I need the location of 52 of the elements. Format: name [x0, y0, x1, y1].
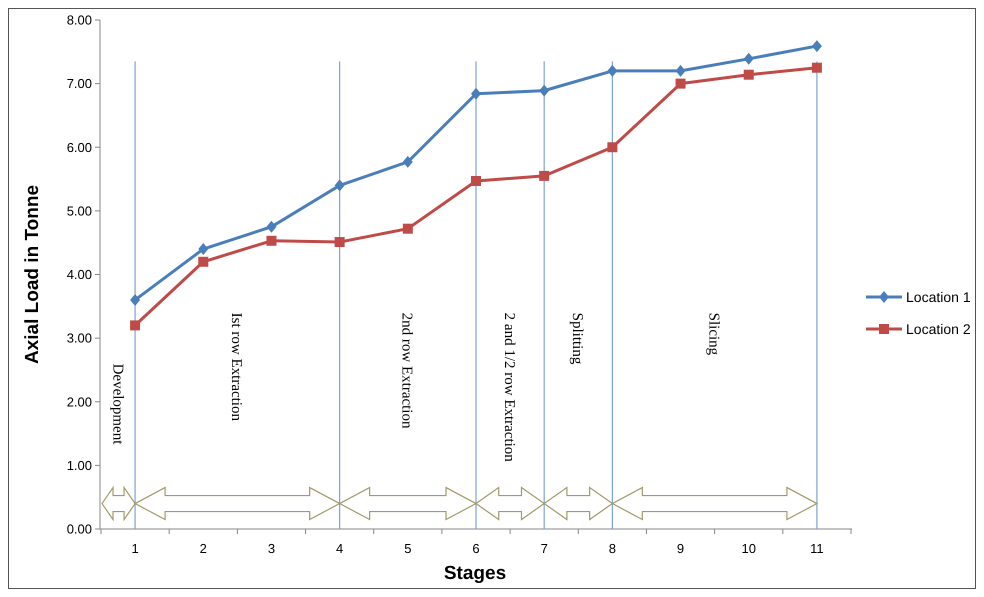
- annotation: 2 and 1/2 row Extraction: [500, 312, 517, 462]
- point: [402, 224, 413, 234]
- y-tick-label: 1.00: [66, 458, 92, 473]
- point: [539, 84, 550, 97]
- y-axis-title: Axial Load in Tonne: [22, 184, 43, 364]
- point: [266, 236, 276, 246]
- y-tick-label: 8.00: [66, 12, 92, 28]
- point: [607, 142, 618, 152]
- point: [334, 179, 345, 192]
- x-tick-label: 5: [404, 541, 412, 556]
- point: [812, 40, 822, 52]
- y-tick-label: 6.00: [66, 140, 92, 155]
- point: [812, 62, 822, 73]
- x-tick-label: 7: [540, 541, 548, 556]
- x-tick-label: 2: [200, 541, 207, 556]
- x-tick-label: 6: [472, 541, 480, 556]
- point: [744, 70, 754, 80]
- point: [607, 64, 618, 77]
- x-tick-label: 9: [676, 541, 684, 556]
- point: [198, 243, 208, 256]
- y-tick-label: 7.00: [66, 76, 92, 92]
- y-tick-label: 4.00: [66, 267, 92, 282]
- x-tick-label: 8: [608, 541, 616, 556]
- y-tick-label: 2.00: [66, 394, 92, 410]
- point: [130, 320, 140, 330]
- x-axis-title: Stages: [444, 563, 506, 584]
- point: [676, 64, 686, 77]
- x-tick-label: 4: [336, 541, 344, 556]
- annotation: 2nd row Extraction: [398, 312, 415, 429]
- x-tick-label: 1: [131, 541, 139, 556]
- annotation: Slicing: [705, 312, 722, 356]
- y-tick-label: 3.00: [66, 330, 92, 346]
- y-tick-label: 0.00: [66, 522, 92, 537]
- annotation: Ist row Extraction: [228, 312, 244, 422]
- point: [744, 52, 754, 65]
- point: [471, 176, 481, 186]
- x-tick-label: 11: [810, 541, 824, 556]
- legend-label: Location 2: [906, 320, 971, 337]
- point: [266, 220, 276, 233]
- x-tick-label: 3: [268, 541, 276, 556]
- x-tick-label: 10: [741, 541, 756, 556]
- annotation: Development: [109, 364, 126, 446]
- legend-label: Location 1: [906, 288, 971, 305]
- point: [334, 237, 345, 248]
- y-tick-label: 5.00: [66, 203, 92, 218]
- point: [676, 78, 686, 89]
- point: [402, 156, 413, 168]
- point: [198, 256, 208, 267]
- annotation: Splitting: [569, 312, 586, 365]
- point: [539, 170, 550, 181]
- point: [471, 88, 481, 100]
- point: [130, 294, 140, 306]
